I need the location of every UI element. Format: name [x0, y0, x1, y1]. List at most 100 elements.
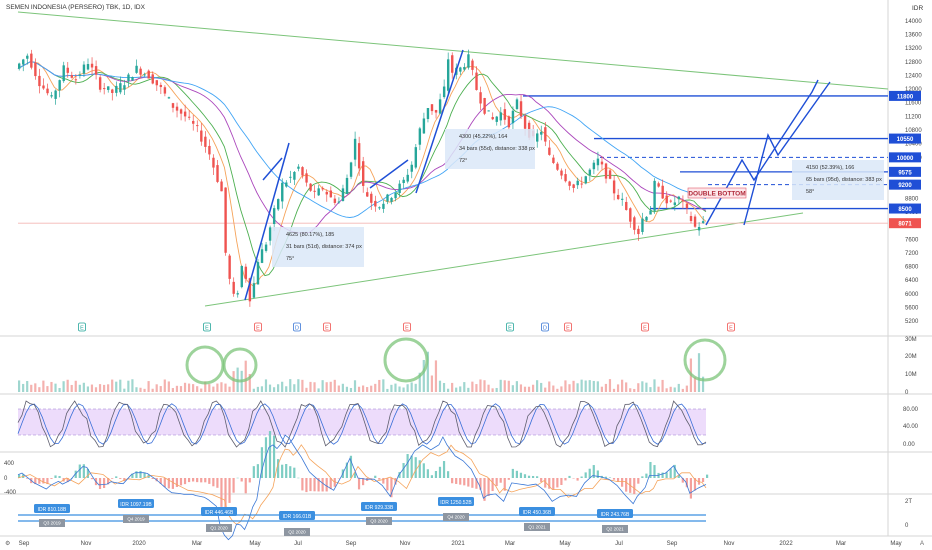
price-tick-label: 5600 — [905, 306, 919, 312]
volume-bar — [531, 384, 535, 392]
volume-bar — [548, 381, 551, 392]
earnings-quarter-label: Q1 2021 — [528, 525, 546, 530]
trend-line — [369, 159, 409, 189]
macd-histogram-bar — [240, 478, 243, 482]
macd-histogram-bar — [317, 478, 320, 492]
price-tick-label: 5200 — [905, 319, 919, 325]
volume-bar — [552, 385, 555, 392]
volume-bar — [34, 383, 37, 392]
candle — [536, 133, 539, 142]
macd-histogram-bar — [46, 478, 49, 485]
level-price-label: 10550 — [897, 137, 914, 143]
price-tick-label: 7200 — [905, 251, 919, 257]
candle — [608, 170, 612, 179]
volume-bar — [94, 387, 98, 392]
macd-histogram-bar — [701, 478, 705, 483]
candle — [540, 131, 543, 135]
volume-highlight-circle — [683, 338, 727, 382]
volume-bar — [26, 381, 29, 392]
measure-line-1: 4300 (45.22%), 164 — [459, 134, 507, 140]
volume-highlight-circle — [383, 337, 429, 383]
volume-bar — [580, 379, 583, 392]
chart-title: SEMEN INDONESIA (PERSERO) TBK, 1D, IDX — [6, 4, 146, 11]
candle — [402, 179, 405, 184]
price-tick-label: 13600 — [905, 32, 922, 38]
macd-histogram-bar — [677, 475, 680, 478]
stoch-tick-label: 80.00 — [903, 407, 919, 413]
macd-histogram-bar — [386, 478, 389, 491]
level-price-label: 9575 — [898, 170, 912, 176]
candle — [256, 262, 260, 285]
volume-bar — [171, 388, 174, 392]
macd-histogram-bar — [362, 478, 365, 486]
earnings-value-tag — [118, 499, 154, 508]
candle — [349, 162, 353, 177]
candle — [426, 107, 430, 119]
level-price-tag — [889, 203, 921, 214]
macd-histogram-bar — [588, 468, 591, 478]
candle — [212, 157, 215, 168]
macd-histogram-bar — [499, 478, 502, 483]
macd-histogram-bar — [329, 478, 332, 490]
volume-bar — [289, 379, 292, 392]
volume-bar — [285, 386, 288, 392]
macd-histogram-bar — [621, 478, 624, 487]
candle — [82, 64, 86, 74]
volume-bar — [183, 382, 187, 392]
candle — [564, 174, 567, 182]
macd-histogram-bar — [264, 437, 268, 478]
macd-histogram-bar — [515, 470, 518, 478]
macd-histogram-bar — [604, 476, 608, 478]
volume-bar — [272, 387, 276, 392]
event-marker-label: D — [543, 326, 547, 332]
candle — [325, 191, 328, 195]
macd-histogram-bar — [131, 473, 134, 478]
macd-histogram-bar — [248, 478, 251, 483]
candle — [163, 87, 167, 94]
candle — [637, 228, 640, 235]
macd-histogram-bar — [459, 478, 462, 485]
earnings-quarter-tag — [206, 524, 232, 532]
time-tick-label: Jul — [615, 541, 623, 547]
candle — [220, 181, 223, 192]
volume-bar — [576, 383, 579, 392]
candle — [123, 85, 126, 90]
volume-bar — [491, 388, 494, 392]
time-tick-label: 2021 — [451, 541, 465, 547]
measure-line-3: 72° — [459, 158, 467, 164]
candle — [657, 183, 660, 187]
volume-bar — [333, 379, 336, 392]
candle — [430, 104, 434, 112]
triangle-lower-line — [204, 212, 804, 307]
candle — [572, 184, 575, 188]
volume-bar — [556, 388, 559, 392]
volume-bar — [378, 379, 381, 392]
candle — [665, 195, 668, 204]
macd-histogram-bar — [438, 466, 442, 478]
volume-bar — [507, 380, 510, 392]
earnings-value-label: IDR 929.33B — [365, 505, 394, 511]
macd-histogram-bar — [98, 478, 102, 490]
event-marker-label: E — [405, 326, 409, 332]
volume-bar — [479, 379, 482, 392]
candle — [297, 166, 300, 169]
macd-histogram-bar — [90, 478, 94, 480]
volume-bar — [54, 383, 57, 392]
volume-bar — [625, 382, 628, 392]
annotation-text: DOUBLE BOTTOM — [688, 191, 745, 198]
volume-bar — [58, 388, 61, 392]
volume-bar — [612, 388, 616, 392]
volume-bar — [442, 382, 446, 392]
indicator-panels: IDR 810.18B Q3 2019 IDR 1097.19B Q4 2019 IDR… — [17, 337, 727, 541]
volume-bar — [418, 372, 421, 392]
macd-histogram-bar — [38, 478, 41, 484]
candle — [357, 143, 361, 169]
volume-bar — [616, 384, 620, 392]
earnings-value-tag — [438, 497, 474, 506]
volume-bar — [167, 381, 170, 392]
volume-bar — [192, 384, 195, 392]
macd-histogram-bar — [446, 471, 450, 478]
candle — [277, 199, 280, 210]
